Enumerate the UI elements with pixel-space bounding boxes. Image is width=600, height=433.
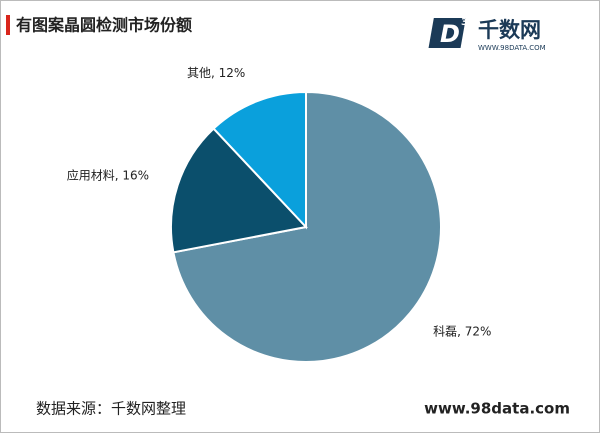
website: www.98data.com <box>424 400 570 418</box>
source-note: 数据来源：千数网整理 <box>36 400 186 418</box>
data-label: 科磊, 72% <box>433 325 491 339</box>
logo: D 3 千数网 WWW.98DATA.COM <box>428 17 546 52</box>
chart-title: 有图案晶圆检测市场份额 <box>16 16 192 35</box>
logo-superscript: 3 <box>461 17 468 28</box>
logo-box <box>428 18 466 48</box>
pie-slice <box>170 127 308 254</box>
title-marker <box>6 15 10 35</box>
logo-mark: D <box>440 20 460 48</box>
data-label: 应用材料, 16% <box>67 168 149 183</box>
logo-name: 千数网 <box>478 18 541 42</box>
data-label: 其他, 12% <box>187 66 245 80</box>
logo-url: WWW.98DATA.COM <box>478 44 546 52</box>
pie-slice <box>212 90 307 230</box>
